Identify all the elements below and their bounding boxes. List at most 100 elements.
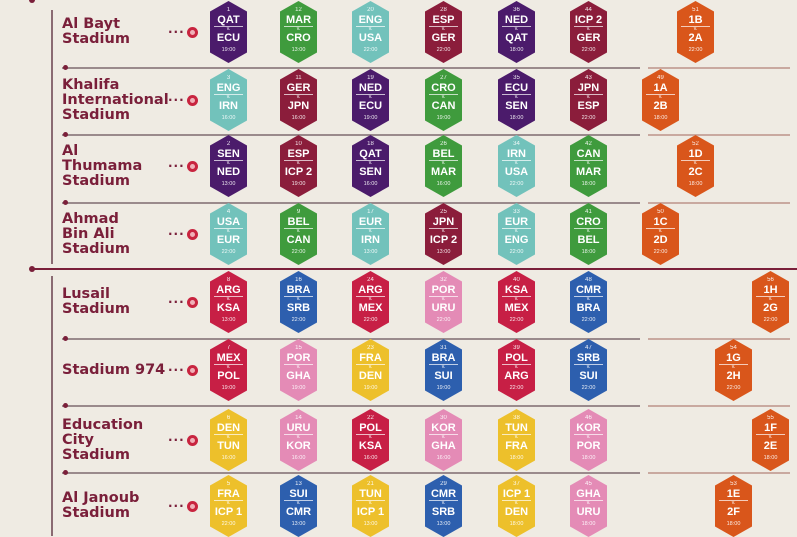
- match-badge[interactable]: 32 POR v. URU 22:00: [425, 271, 462, 333]
- versus-label: v.: [429, 160, 458, 166]
- kickoff-time: 13:00: [221, 317, 236, 323]
- match-badge[interactable]: 3 ENG v. IRN 16:00: [210, 69, 247, 131]
- home-team: ENG: [216, 82, 241, 94]
- kickoff-time: 18:00: [509, 47, 524, 53]
- kickoff-time: 22:00: [509, 249, 524, 255]
- home-team: 1D: [688, 148, 703, 160]
- match-badge[interactable]: 48 CMR v. BRA 22:00: [570, 271, 607, 333]
- away-team: 2D: [653, 234, 668, 246]
- match-badge[interactable]: 42 CAN v. MAR 18:00: [570, 135, 607, 197]
- match-badge[interactable]: 43 JPN v. ESP 22:00: [570, 69, 607, 131]
- versus-label: v.: [284, 434, 313, 440]
- away-team: ICP 2: [284, 166, 313, 178]
- match-number: 29: [440, 481, 447, 487]
- match-badge[interactable]: 14 URU v. KOR 16:00: [280, 409, 317, 471]
- match-badge[interactable]: 51 1B v. 2A 22:00: [677, 1, 714, 63]
- stadium-connector: ···: [168, 25, 198, 39]
- match-badge[interactable]: 17 EUR v. IRN 13:00: [352, 203, 389, 265]
- match-badge[interactable]: 37 ICP 1 v. DEN 18:00: [498, 475, 535, 537]
- stadium-name-line: Thumama: [62, 157, 143, 174]
- match-number: 8: [226, 277, 231, 283]
- home-team: 1A: [653, 82, 668, 94]
- match-badge[interactable]: 52 1D v. 2C 18:00: [677, 135, 714, 197]
- match-badge[interactable]: 35 ECU v. SEN 18:00: [498, 69, 535, 131]
- stadium-name: Al Janoub Stadium: [62, 491, 139, 521]
- match-badge[interactable]: 5 FRA v. ICP 1 22:00: [210, 475, 247, 537]
- match-badge[interactable]: 47 SRB v. SUI 22:00: [570, 339, 607, 401]
- kickoff-time: 22:00: [291, 317, 306, 323]
- match-badge[interactable]: 19 NED v. ECU 19:00: [352, 69, 389, 131]
- group-1-timeline: [51, 10, 53, 264]
- row-divider: [62, 338, 640, 340]
- home-team: ENG: [358, 14, 383, 26]
- match-badge[interactable]: 18 QAT v. SEN 16:00: [352, 135, 389, 197]
- match-badge[interactable]: 49 1A v. 2B 18:00: [642, 69, 679, 131]
- match-badge[interactable]: 25 JPN v. ICP 2 13:00: [425, 203, 462, 265]
- dotted-connector: ···: [168, 363, 185, 377]
- match-badge[interactable]: 4 USA v. EUR 22:00: [210, 203, 247, 265]
- stadium-name-line: Al: [62, 142, 79, 159]
- match-badge[interactable]: 56 1H v. 2G 22:00: [752, 271, 789, 333]
- match-badge[interactable]: 44 ICP 2 v. GER 22:00: [570, 1, 607, 63]
- match-badge[interactable]: 34 IRN v. USA 22:00: [498, 135, 535, 197]
- match-badge[interactable]: 10 ESP v. ICP 2 19:00: [280, 135, 317, 197]
- match-number: 40: [513, 277, 520, 283]
- dotted-connector: ···: [168, 159, 185, 173]
- versus-label: v.: [429, 94, 458, 100]
- match-badge[interactable]: 53 1E v. 2F 18:00: [715, 475, 752, 537]
- match-badge[interactable]: 46 KOR v. POR 18:00: [570, 409, 607, 471]
- match-badge[interactable]: 36 NED v. QAT 18:00: [498, 1, 535, 63]
- stadium-name-line: Stadium: [62, 106, 130, 123]
- top-timeline-dot: [29, 0, 35, 3]
- home-team: ARG: [216, 284, 241, 296]
- home-team: TUN: [505, 422, 528, 434]
- match-badge[interactable]: 45 GHA v. URU 18:00: [570, 475, 607, 537]
- match-badge[interactable]: 29 CMR v. SRB 13:00: [425, 475, 462, 537]
- match-badge[interactable]: 12 MAR v. CRO 13:00: [280, 1, 317, 63]
- match-number: 20: [367, 7, 374, 13]
- match-badge[interactable]: 6 DEN v. TUN 16:00: [210, 409, 247, 471]
- match-badge[interactable]: 24 ARG v. MEX 22:00: [352, 271, 389, 333]
- match-number: 5: [226, 481, 231, 487]
- match-badge[interactable]: 33 EUR v. ENG 22:00: [498, 203, 535, 265]
- match-badge[interactable]: 27 CRO v. CAN 19:00: [425, 69, 462, 131]
- match-badge[interactable]: 7 MEX v. POL 19:00: [210, 339, 247, 401]
- match-number: 46: [585, 415, 592, 421]
- match-badge[interactable]: 11 GER v. JPN 16:00: [280, 69, 317, 131]
- match-badge[interactable]: 8 ARG v. KSA 13:00: [210, 271, 247, 333]
- match-badge[interactable]: 28 ESP v. GER 22:00: [425, 1, 462, 63]
- away-team: NED: [216, 166, 241, 178]
- match-number: 38: [513, 415, 520, 421]
- match-badge[interactable]: 16 BRA v. SRB 22:00: [280, 271, 317, 333]
- match-badge[interactable]: 21 TUN v. ICP 1 13:00: [352, 475, 389, 537]
- match-badge[interactable]: 22 POL v. KSA 16:00: [352, 409, 389, 471]
- match-number: 49: [657, 75, 664, 81]
- dotted-connector: ···: [168, 25, 185, 39]
- match-badge[interactable]: 55 1F v. 2E 18:00: [752, 409, 789, 471]
- away-team: 2A: [688, 32, 703, 44]
- match-badge[interactable]: 23 FRA v. DEN 19:00: [352, 339, 389, 401]
- match-badge[interactable]: 20 ENG v. USA 22:00: [352, 1, 389, 63]
- match-badge[interactable]: 41 CRO v. BEL 18:00: [570, 203, 607, 265]
- match-badge[interactable]: 9 BEL v. CAN 22:00: [280, 203, 317, 265]
- football-icon: [186, 500, 198, 512]
- versus-label: v.: [502, 94, 531, 100]
- match-badge[interactable]: 50 1C v. 2D 22:00: [642, 203, 679, 265]
- match-badge[interactable]: 13 SUI v. CMR 13:00: [280, 475, 317, 537]
- match-badge[interactable]: 30 KOR v. GHA 16:00: [425, 409, 462, 471]
- match-number: 34: [513, 141, 520, 147]
- match-badge[interactable]: 15 POR v. GHA 19:00: [280, 339, 317, 401]
- kickoff-time: 16:00: [291, 115, 306, 121]
- away-team: MEX: [504, 302, 529, 314]
- match-badge[interactable]: 38 TUN v. FRA 18:00: [498, 409, 535, 471]
- kickoff-time: 22:00: [581, 115, 596, 121]
- match-number: 27: [440, 75, 447, 81]
- match-badge[interactable]: 40 KSA v. MEX 22:00: [498, 271, 535, 333]
- match-badge[interactable]: 54 1G v. 2H 22:00: [715, 339, 752, 401]
- match-badge[interactable]: 2 SEN v. NED 13:00: [210, 135, 247, 197]
- match-badge[interactable]: 26 BEL v. MAR 16:00: [425, 135, 462, 197]
- versus-label: v.: [681, 160, 710, 166]
- match-badge[interactable]: 39 POL v. ARG 22:00: [498, 339, 535, 401]
- match-badge[interactable]: 1 QAT v. ECU 19:00: [210, 1, 247, 63]
- match-badge[interactable]: 31 BRA v. SUI 19:00: [425, 339, 462, 401]
